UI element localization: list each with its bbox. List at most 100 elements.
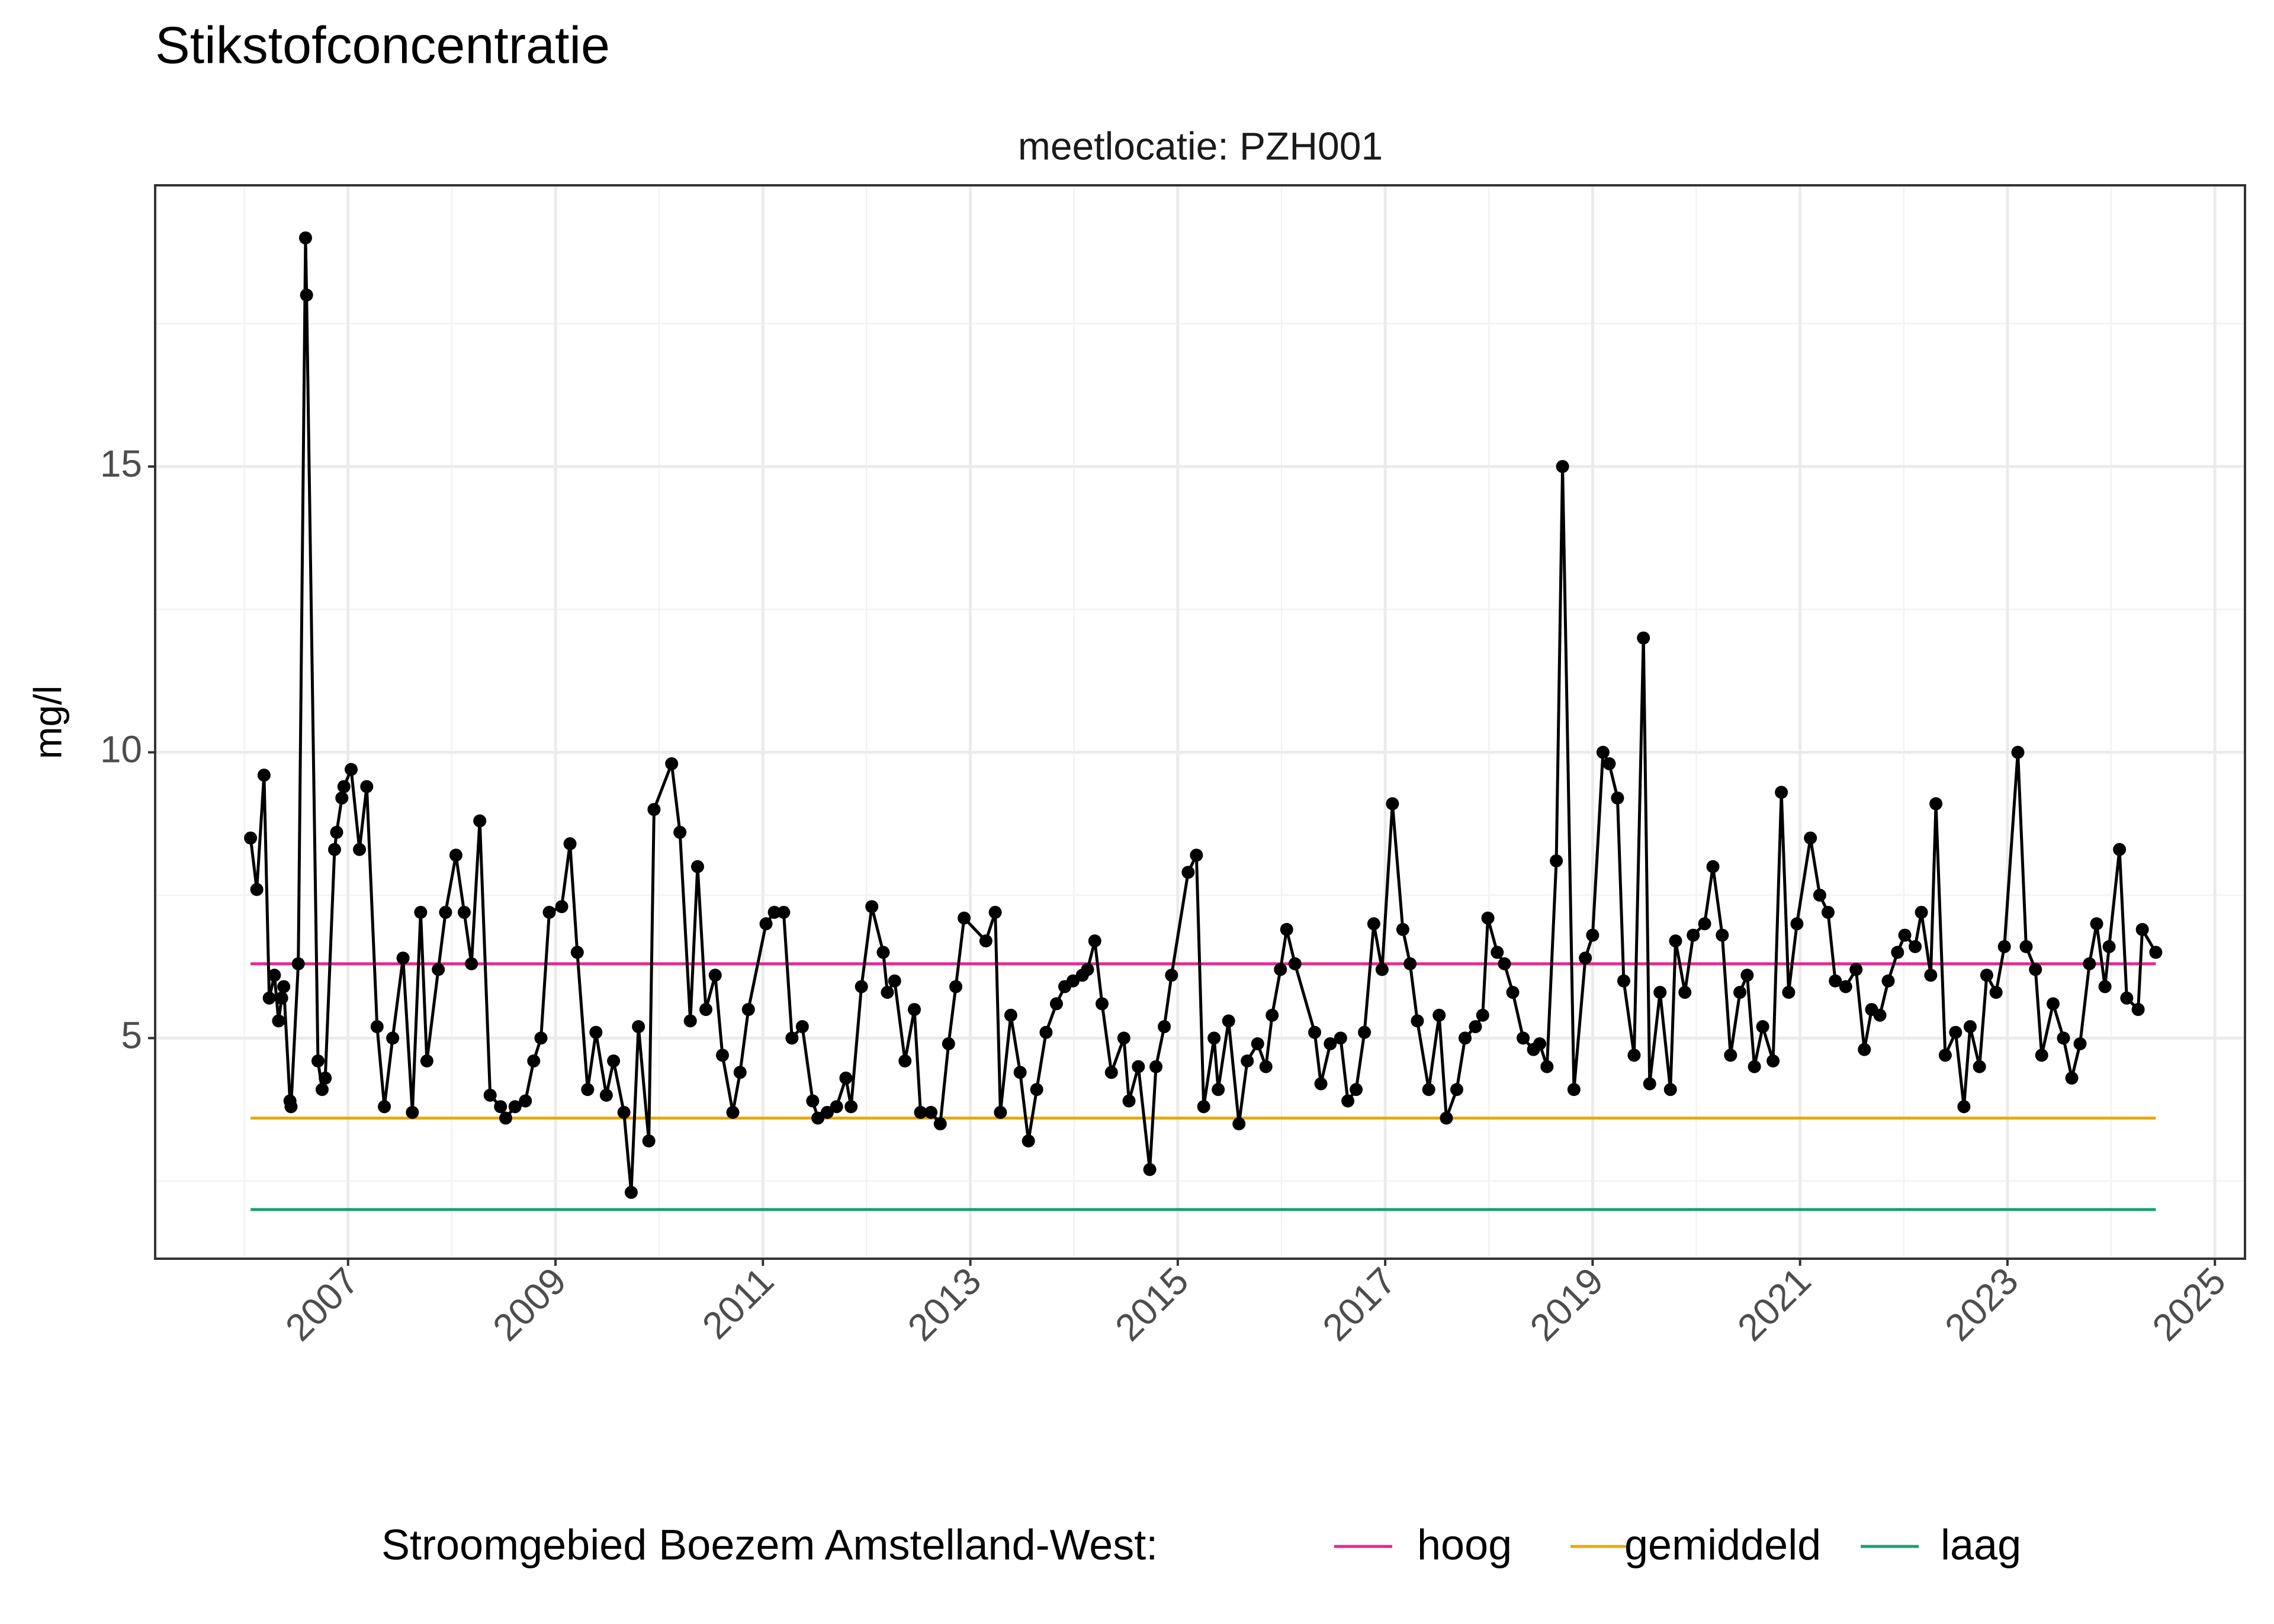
data-point <box>1997 940 2011 953</box>
data-point <box>1766 1054 1780 1067</box>
data-point <box>1132 1060 1145 1073</box>
data-point <box>2083 957 2096 970</box>
data-point <box>1403 957 1417 970</box>
data-point <box>1989 986 2003 999</box>
data-point <box>2090 917 2103 931</box>
data-point <box>683 1014 697 1028</box>
legend-label: laag <box>1941 1522 2021 1569</box>
legend-title: Stroomgebied Boezem Amstelland-West: <box>381 1522 1158 1569</box>
data-point <box>1740 969 1754 982</box>
data-point <box>855 980 868 993</box>
data-point <box>2113 842 2127 856</box>
data-point <box>1915 905 1928 919</box>
data-point <box>483 1088 497 1102</box>
data-point <box>994 1105 1007 1119</box>
data-point <box>2029 963 2042 976</box>
data-point <box>449 848 462 862</box>
data-point <box>726 1105 740 1119</box>
data-point <box>386 1031 400 1045</box>
data-point <box>907 1003 921 1017</box>
data-point <box>432 963 445 976</box>
data-point <box>499 1111 512 1125</box>
data-point <box>1066 974 1080 988</box>
data-point <box>759 917 773 931</box>
data-point <box>830 1100 843 1114</box>
data-point <box>1375 963 1389 976</box>
data-point <box>1733 986 1747 999</box>
data-point <box>1190 848 1203 862</box>
data-point <box>1929 797 1943 811</box>
data-point <box>1158 1020 1171 1034</box>
data-point <box>1481 911 1495 925</box>
data-point <box>1266 1008 1279 1022</box>
chart-title: Stikstofconcentratie <box>155 15 610 74</box>
data-point <box>1637 631 1650 645</box>
data-point <box>1491 946 1504 959</box>
data-point <box>1049 997 1063 1011</box>
data-point <box>1627 1049 1641 1062</box>
data-point <box>268 969 281 982</box>
data-point <box>1653 986 1667 999</box>
data-point <box>2073 1037 2087 1051</box>
data-point <box>881 986 894 999</box>
data-point <box>1280 922 1293 936</box>
data-point <box>647 803 661 816</box>
data-point <box>690 860 704 873</box>
data-point <box>1881 974 1895 988</box>
data-point <box>1611 791 1624 805</box>
data-point <box>262 991 276 1005</box>
data-point <box>1949 1025 1963 1039</box>
data-point <box>1698 917 1711 931</box>
data-point <box>291 957 305 970</box>
data-point <box>617 1105 631 1119</box>
data-point <box>1259 1060 1273 1073</box>
data-point <box>949 980 963 993</box>
data-point <box>942 1037 955 1051</box>
data-point <box>914 1105 927 1119</box>
data-point <box>767 905 781 919</box>
data-point <box>563 837 577 851</box>
data-point <box>345 763 358 776</box>
data-point <box>1506 986 1520 999</box>
data-point <box>2149 946 2163 959</box>
data-point <box>1197 1100 1210 1114</box>
data-point <box>2019 940 2033 953</box>
data-point <box>494 1100 508 1114</box>
data-point <box>1095 997 1109 1011</box>
data-point <box>2102 940 2116 953</box>
data-point <box>777 905 791 919</box>
data-point <box>527 1054 541 1067</box>
data-point <box>570 946 584 959</box>
data-point <box>1617 974 1630 988</box>
data-point <box>508 1100 522 1114</box>
data-point <box>1678 986 1692 999</box>
data-point <box>1222 1014 1235 1028</box>
data-point <box>315 1083 329 1096</box>
data-point <box>360 780 374 793</box>
data-point <box>1858 1043 1871 1056</box>
data-point <box>665 757 679 770</box>
data-point <box>1586 928 1599 942</box>
data-point <box>250 883 264 896</box>
data-point <box>1924 969 1938 982</box>
y-tick-label: 5 <box>121 1014 142 1056</box>
data-point <box>1013 1066 1027 1079</box>
data-point <box>327 842 341 856</box>
data-point <box>439 905 452 919</box>
data-point <box>1241 1054 1254 1067</box>
data-point <box>275 991 288 1005</box>
data-point <box>370 1020 384 1034</box>
legend-label: hoog <box>1417 1522 1512 1569</box>
data-point <box>1873 1008 1887 1022</box>
data-point <box>1440 1111 1453 1125</box>
data-point <box>414 905 428 919</box>
data-point <box>298 231 312 245</box>
data-point <box>1081 963 1094 976</box>
data-point <box>2131 1003 2145 1017</box>
data-point <box>473 814 487 828</box>
data-point <box>1396 922 1409 936</box>
data-point <box>1030 1083 1043 1096</box>
data-point <box>1104 1066 1118 1079</box>
